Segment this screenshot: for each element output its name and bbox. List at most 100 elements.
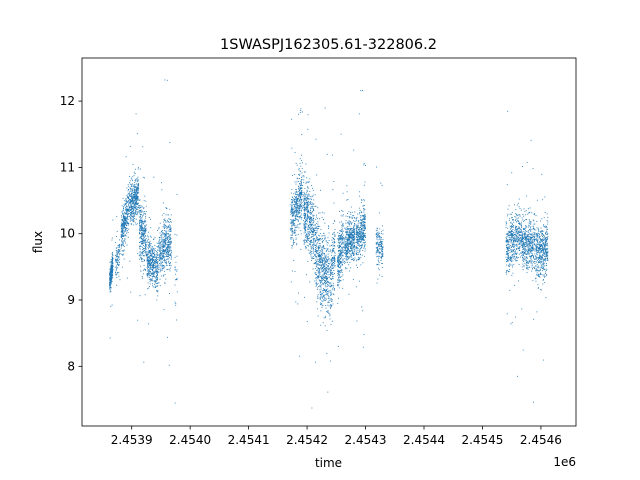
data-point	[356, 320, 358, 322]
data-point	[326, 281, 328, 283]
data-point	[301, 172, 303, 174]
data-point	[320, 267, 322, 269]
data-point	[307, 198, 309, 200]
data-point	[150, 266, 151, 268]
data-point	[110, 280, 112, 282]
data-point	[312, 226, 313, 228]
data-point	[153, 263, 155, 265]
data-point	[124, 211, 126, 213]
data-point	[303, 240, 305, 242]
data-point	[306, 197, 308, 198]
data-point	[363, 236, 365, 238]
data-point	[110, 272, 112, 274]
data-point	[341, 237, 343, 239]
data-point	[161, 269, 163, 271]
data-point	[324, 234, 326, 236]
data-point	[330, 293, 332, 295]
data-point	[116, 253, 118, 255]
data-point	[156, 260, 158, 262]
data-point	[304, 239, 306, 241]
data-point	[299, 209, 301, 211]
data-point	[308, 203, 310, 205]
data-point	[326, 279, 328, 281]
data-point	[303, 191, 305, 193]
data-point	[132, 200, 134, 202]
data-point	[170, 237, 172, 239]
data-point	[304, 208, 306, 210]
data-point	[142, 176, 144, 178]
data-point	[118, 257, 120, 258]
data-point	[300, 154, 302, 156]
data-point	[352, 243, 354, 245]
data-point	[303, 209, 305, 211]
data-point	[125, 217, 127, 219]
data-point	[140, 226, 142, 228]
data-point	[109, 274, 110, 276]
data-point	[357, 223, 359, 225]
data-point	[345, 250, 347, 252]
data-point	[127, 205, 129, 207]
data-point	[350, 250, 352, 252]
data-point	[141, 230, 143, 232]
data-point	[111, 273, 113, 275]
data-point	[139, 251, 141, 253]
data-point	[130, 223, 132, 225]
data-point	[290, 281, 292, 283]
data-point	[340, 215, 342, 217]
data-point	[301, 175, 303, 177]
data-point	[292, 222, 294, 224]
data-point	[151, 262, 153, 264]
data-point	[301, 191, 302, 193]
data-point	[321, 277, 323, 279]
data-point	[358, 231, 360, 233]
data-point	[328, 296, 330, 298]
data-point	[303, 243, 305, 245]
data-point	[349, 233, 351, 235]
data-point	[151, 251, 153, 253]
data-point	[290, 210, 292, 212]
data-point	[111, 239, 113, 241]
data-point	[295, 239, 297, 241]
data-point	[144, 228, 146, 230]
data-point	[319, 247, 320, 249]
data-point	[318, 246, 320, 248]
data-point	[135, 178, 137, 180]
data-point	[167, 221, 169, 223]
data-point	[122, 220, 124, 222]
data-point	[303, 209, 305, 211]
data-point	[142, 231, 144, 233]
data-point	[140, 209, 142, 211]
data-point	[141, 234, 143, 236]
data-point	[339, 210, 340, 212]
data-point	[325, 258, 327, 260]
data-point	[160, 263, 162, 265]
data-point	[291, 235, 293, 237]
data-point	[165, 224, 167, 226]
data-point	[139, 206, 141, 208]
data-point	[153, 249, 155, 251]
data-point	[295, 227, 297, 228]
data-point	[321, 271, 323, 273]
data-point	[165, 253, 167, 255]
data-point	[127, 236, 129, 238]
data-point	[312, 246, 314, 248]
data-point	[307, 209, 309, 211]
data-point	[147, 260, 149, 262]
data-point	[314, 280, 316, 282]
data-point	[170, 225, 172, 227]
data-point	[360, 223, 362, 225]
data-point	[145, 240, 147, 242]
data-point	[137, 253, 139, 255]
data-point	[161, 182, 162, 184]
data-point	[342, 224, 344, 226]
data-point	[164, 244, 166, 246]
data-point	[110, 280, 112, 282]
data-point	[322, 261, 323, 263]
data-point	[331, 258, 333, 259]
data-point	[350, 206, 352, 208]
data-point	[109, 285, 111, 287]
data-point	[162, 261, 163, 263]
data-point	[305, 203, 307, 205]
data-point	[145, 253, 147, 255]
data-point	[126, 212, 128, 214]
